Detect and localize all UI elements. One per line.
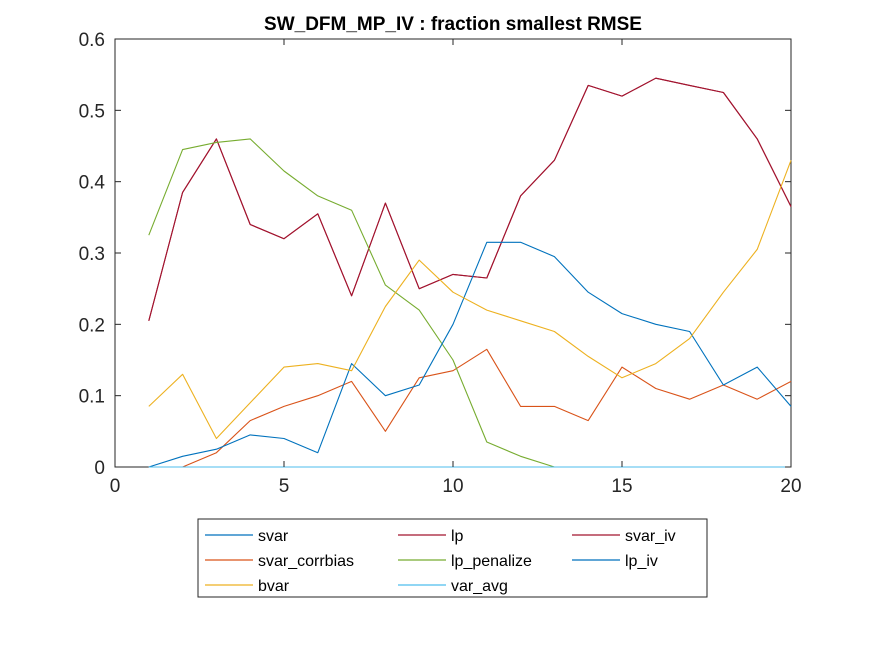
legend-label-lp: lp bbox=[451, 528, 464, 545]
y-tick-label: 0.1 bbox=[79, 387, 105, 408]
legend-label-svar_iv: svar_iv bbox=[625, 528, 676, 545]
legend-label-svar: svar bbox=[258, 528, 289, 545]
legend-box bbox=[197, 518, 708, 598]
plot-area: 0 5 10 15 20 0 0.1 0.2 0.3 0.4 0.5 0.6 bbox=[79, 30, 802, 497]
x-tick-label: 5 bbox=[279, 476, 290, 497]
y-tick-label: 0.4 bbox=[79, 173, 106, 194]
legend-label-var_avg: var_avg bbox=[451, 578, 508, 595]
y-tick-label: 0.2 bbox=[79, 315, 105, 336]
legend-label-bvar: bvar bbox=[258, 578, 290, 595]
legend-label-lp_penalize: lp_penalize bbox=[451, 553, 532, 570]
x-tick-label: 20 bbox=[780, 476, 801, 497]
legend: svar lp svar_iv svar_corrbias lp_penalize lp_… bbox=[197, 518, 708, 598]
chart-title: SW_DFM_MP_IV : fraction smallest RMSE bbox=[264, 14, 642, 35]
y-tick-label: 0.6 bbox=[79, 30, 105, 51]
series-line-svar_corrbias bbox=[148, 348, 792, 468]
series-line-svar_iv bbox=[148, 77, 792, 321]
series-line-lp_iv bbox=[148, 241, 792, 468]
y-tick-label: 0 bbox=[94, 458, 105, 479]
y-tick-label: 0.5 bbox=[79, 101, 105, 122]
x-tick-label: 15 bbox=[611, 476, 632, 497]
series-line-bvar bbox=[148, 160, 792, 440]
axes-box bbox=[114, 38, 792, 468]
legend-label-lp_iv: lp_iv bbox=[625, 553, 658, 570]
x-tick-label: 10 bbox=[442, 476, 463, 497]
x-tick-label: 0 bbox=[110, 476, 121, 497]
legend-label-svar_corrbias: svar_corrbias bbox=[258, 553, 354, 570]
y-tick-label: 0.3 bbox=[79, 244, 105, 265]
